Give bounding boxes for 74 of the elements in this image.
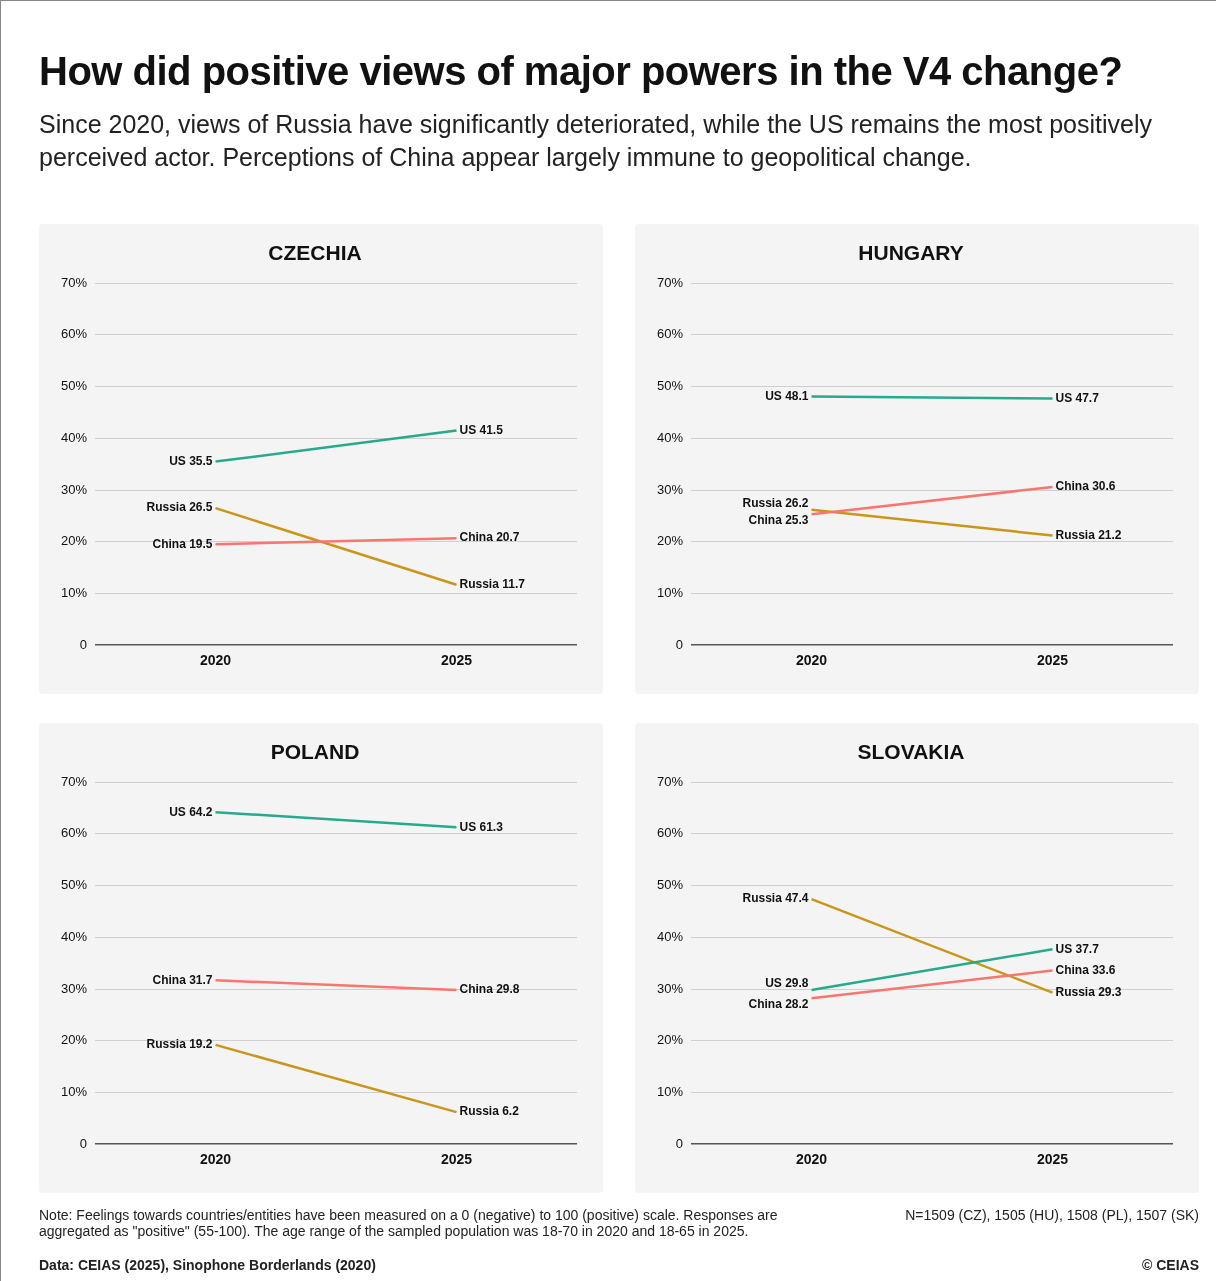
text: © CEIAS [1142,1257,1199,1273]
x-tick-label: 2025 [440,652,473,669]
data-label: China 25.3 [748,512,809,527]
data-label: China 28.2 [748,996,809,1011]
y-tick-label: 20% [60,533,88,549]
data-label: US 61.3 [459,819,504,834]
x-tick-label: 2025 [440,1151,473,1168]
y-tick-label: 60% [60,825,88,841]
y-tick-label: 30% [656,980,684,996]
x-tick-label: 2025 [1036,1151,1069,1168]
y-tick-label: 0 [79,1135,88,1151]
data-label: US 47.7 [1055,390,1100,405]
y-tick-label: 40% [656,928,684,944]
x-tick-label: 2020 [199,1151,232,1168]
x-tick-label: 2025 [1036,652,1069,669]
y-tick-label: 40% [60,429,88,445]
data-label: Russia 29.3 [1055,984,1122,999]
data-label: China 30.6 [1055,479,1116,494]
text: Since 2020, views of Russia have significantly deteriorated, while the US remains the most positively perceived actor. Perceptions of China appear largely immune to geopolitical change. [39,109,1154,173]
y-tick-label: 50% [60,378,88,394]
y-tick-label: 0 [675,1135,684,1151]
y-tick-label: 70% [60,773,88,789]
y-tick-label: 50% [656,877,684,893]
x-tick-label: 2020 [199,652,232,669]
y-tick-label: 10% [656,1084,684,1100]
chart-title: CZECHIA [268,241,362,265]
y-tick-label: 0 [79,636,88,652]
y-tick-label: 40% [656,429,684,445]
data-label: Russia 47.4 [742,891,809,906]
data-label: China 29.8 [459,982,520,997]
text: N=1509 (CZ), 1505 (HU), 1508 (PL), 1507 (SK) [905,1207,1199,1223]
text: Data: CEIAS (2025), Sinophone Borderlands (2020) [39,1257,376,1273]
chart-title: HUNGARY [858,241,964,265]
y-tick-label: 20% [60,1032,88,1048]
y-tick-label: 10% [60,1084,88,1100]
chart-title: SLOVAKIA [857,740,965,764]
y-tick-label: 10% [60,585,88,601]
data-label: Russia 26.2 [742,496,809,511]
data-label: China 19.5 [152,536,213,551]
data-label: Russia 21.2 [1055,527,1122,542]
data-label: Russia 11.7 [459,577,526,592]
chart-title: POLAND [270,740,360,764]
y-tick-label: 20% [656,1032,684,1048]
y-tick-label: 60% [60,326,88,342]
data-label: US 48.1 [765,388,809,403]
y-tick-label: 30% [60,481,88,497]
y-tick-label: 30% [656,481,684,497]
y-tick-label: 70% [656,274,684,290]
y-tick-label: 50% [60,877,88,893]
y-tick-label: 70% [60,274,88,290]
x-tick-label: 2020 [795,1151,828,1168]
y-tick-label: 50% [656,378,684,394]
y-tick-label: 0 [675,636,684,652]
y-tick-label: 60% [656,825,684,841]
y-tick-label: 10% [656,585,684,601]
y-tick-label: 40% [60,928,88,944]
data-label: US 64.2 [169,804,213,819]
x-tick-label: 2020 [795,652,828,669]
data-label: China 33.6 [1055,962,1116,977]
data-label: US 37.7 [1055,941,1100,956]
y-tick-label: 60% [656,326,684,342]
y-tick-label: 20% [656,533,684,549]
data-label: China 20.7 [459,530,520,545]
y-tick-label: 30% [60,980,88,996]
data-label: US 35.5 [169,453,213,468]
data-label: China 31.7 [152,972,213,987]
data-label: Russia 6.2 [459,1104,520,1119]
data-label: US 41.5 [459,422,504,437]
text: How did positive views of major powers in the V4 change? [39,49,1124,94]
data-label: Russia 19.2 [146,1037,213,1052]
text: Note: Feelings towards countries/entities have been measured on a 0 (negative) to 100 (positive) scale. Responses are aggregated as "positive" (55-100). The age range of the sampled population was 18-70 in 2020 and 18-65 in 2025. [39,1207,779,1239]
y-tick-label: 70% [656,773,684,789]
data-label: US 29.8 [765,976,809,991]
data-label: Russia 26.5 [146,500,213,515]
